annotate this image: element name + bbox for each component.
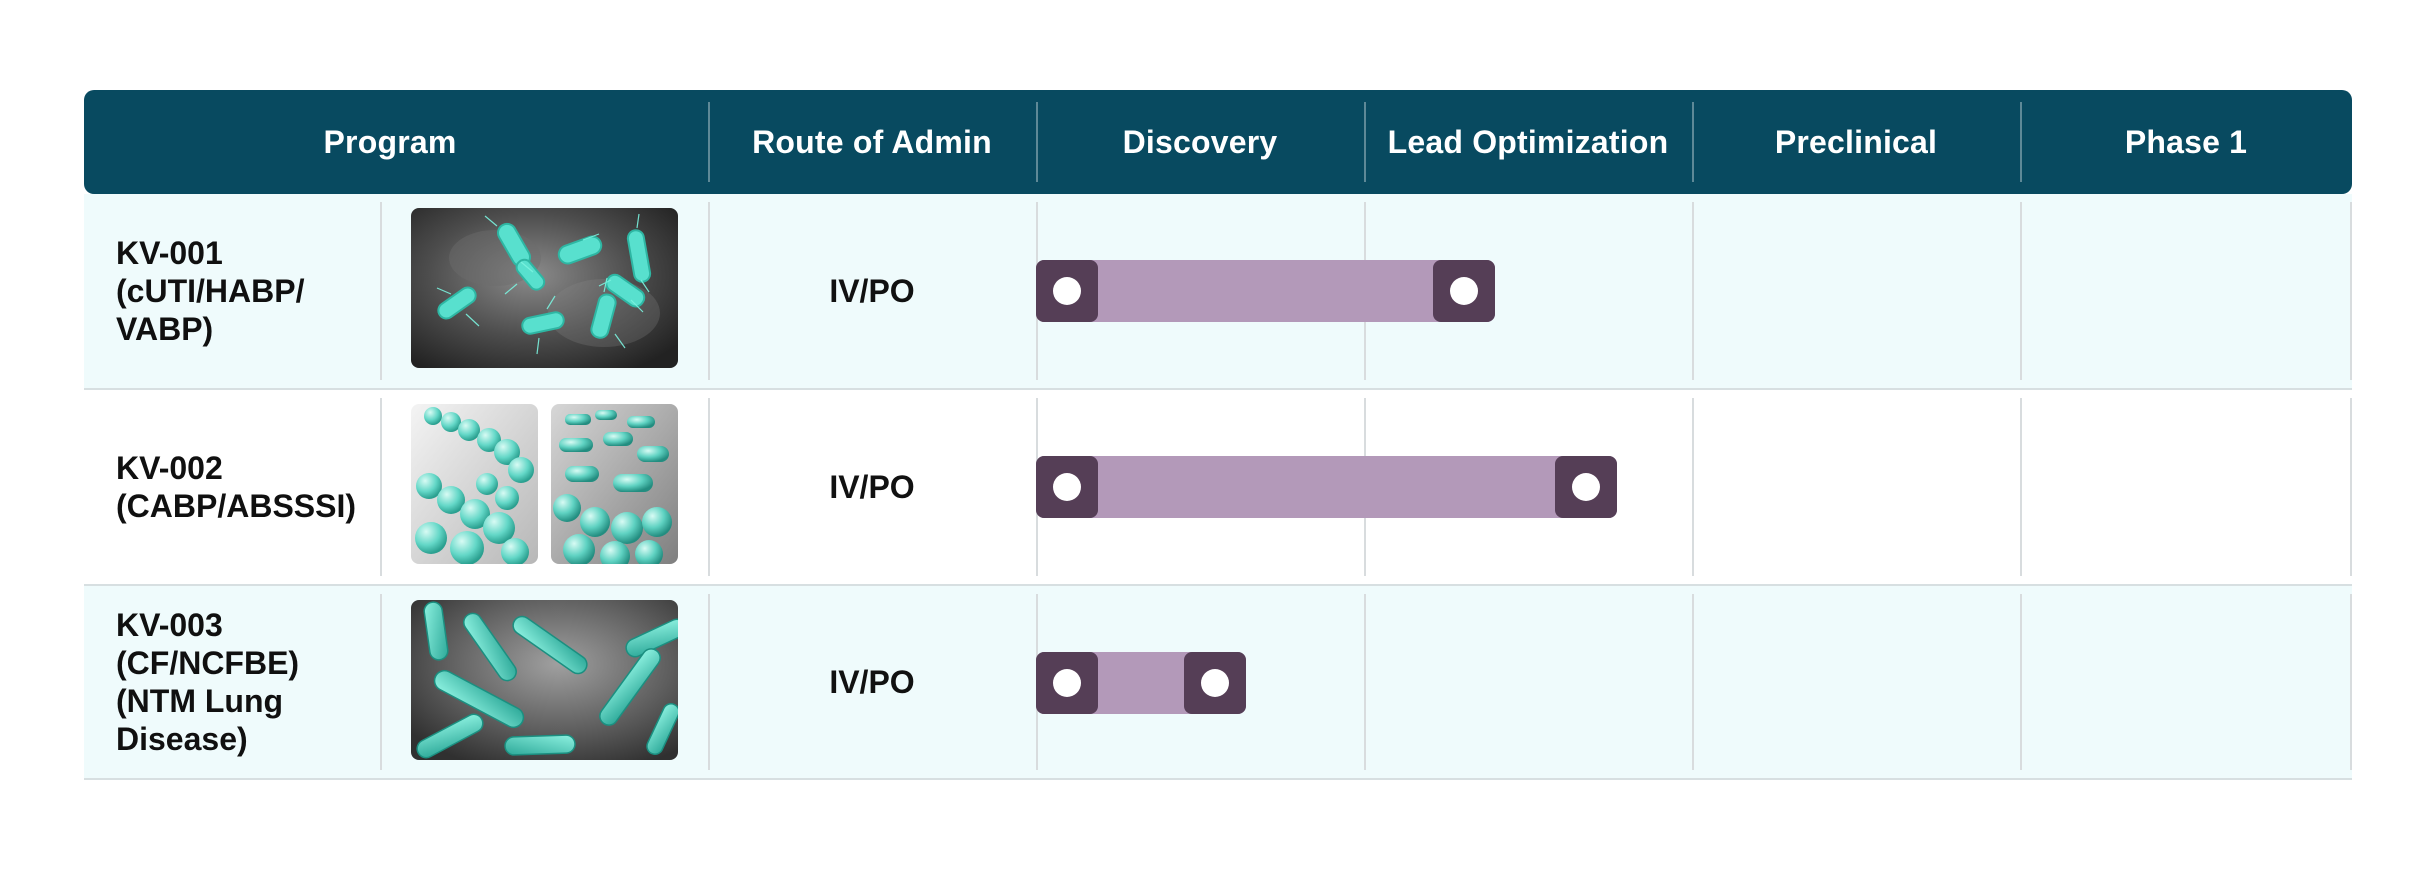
row-divider — [1692, 594, 1694, 770]
route-of-admin: IV/PO — [829, 663, 915, 700]
row-divider — [2020, 398, 2022, 576]
bar-start-cap — [1036, 652, 1098, 714]
program-name: KV-002 (CABP/ABSSSI) — [116, 450, 357, 524]
bar-end-dot — [1201, 669, 1229, 697]
program-name: KV-001 (cUTI/HABP/ VABP) — [116, 235, 305, 347]
bar-end-cap — [1184, 652, 1246, 714]
row-divider — [708, 398, 710, 576]
header-phase-1: Phase 1 — [2124, 123, 2248, 160]
route-of-admin: IV/PO — [829, 272, 915, 309]
bar-end-dot — [1572, 473, 1600, 501]
row-divider — [2020, 594, 2022, 770]
bar-start-dot — [1053, 277, 1081, 305]
header-route: Route of Admin — [752, 123, 992, 160]
table-header: Program Route of Admin Discovery Lead Op… — [84, 90, 2352, 194]
header-divider — [708, 102, 710, 182]
row-divider — [380, 594, 382, 770]
bar-end-cap — [1433, 260, 1495, 322]
header-discovery: Discovery — [1122, 123, 1278, 160]
row-divider — [1692, 398, 1694, 576]
program-name: KV-003 (CF/NCFBE) (NTM Lung Disease) — [116, 607, 300, 757]
bar-start-cap — [1036, 260, 1098, 322]
mycobacteria-image — [411, 600, 678, 760]
progress-bar — [1036, 456, 1617, 518]
bar-start-cap — [1036, 456, 1098, 518]
header-divider — [2020, 102, 2022, 182]
row-divider — [2350, 398, 2352, 576]
row-divider — [708, 594, 710, 770]
table-row: KV-003 (CF/NCFBE) (NTM Lung Disease) — [84, 586, 2352, 780]
bar-start-dot — [1053, 473, 1081, 501]
header-divider — [1036, 102, 1038, 182]
route-of-admin: IV/PO — [829, 468, 915, 505]
cocci-bacteria-image — [551, 404, 678, 564]
table-row: KV-002 (CABP/ABSSSI) — [84, 390, 2352, 586]
bar-end-dot — [1450, 277, 1478, 305]
row-divider — [2350, 594, 2352, 770]
pipeline-table: Program Route of Admin Discovery Lead Op… — [84, 90, 2352, 780]
progress-bar — [1036, 652, 1246, 714]
row-divider — [708, 202, 710, 380]
row-divider — [2020, 202, 2022, 380]
cocci-bacteria-image — [411, 404, 538, 564]
bar-end-cap — [1555, 456, 1617, 518]
table-row: KV-001 (cUTI/HABP/ VABP) — [84, 194, 2352, 390]
row-divider — [1692, 202, 1694, 380]
header-divider — [1692, 102, 1694, 182]
row-divider — [1364, 594, 1366, 770]
header-program: Program — [323, 123, 457, 160]
row-divider — [2350, 202, 2352, 380]
bar-start-dot — [1053, 669, 1081, 697]
header-divider — [1364, 102, 1366, 182]
row-divider — [380, 398, 382, 576]
rod-bacteria-image — [411, 208, 678, 368]
progress-bar — [1036, 260, 1495, 322]
row-divider — [380, 202, 382, 380]
header-preclinical: Preclinical — [1774, 123, 1938, 160]
header-lead-optimization: Lead Optimization — [1387, 123, 1669, 160]
